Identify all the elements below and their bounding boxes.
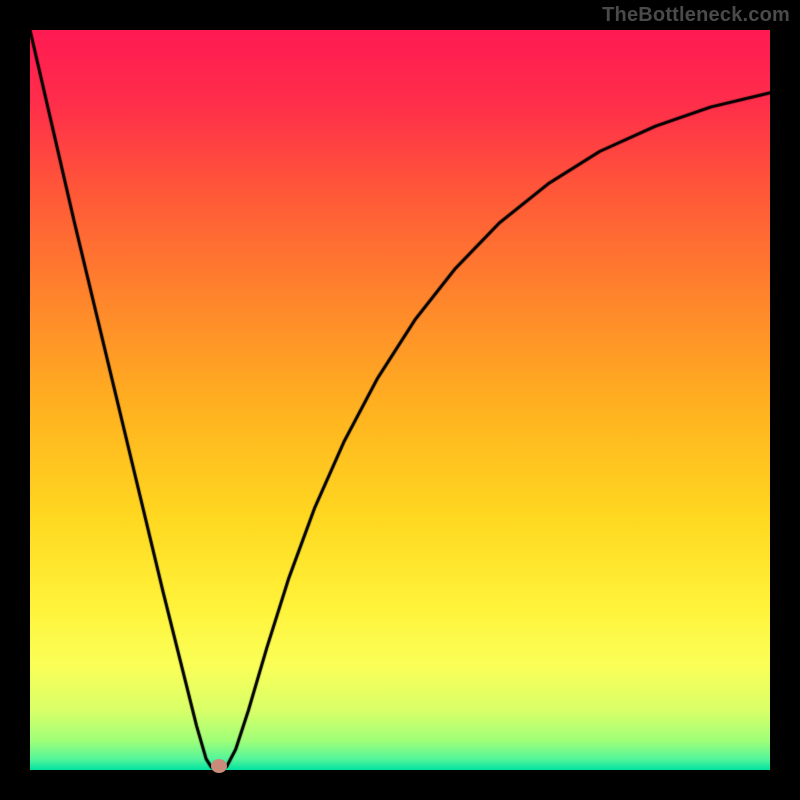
optimal-point-marker [211,759,227,773]
watermark-label: TheBottleneck.com [602,4,790,27]
plot-area [30,30,770,770]
bottleneck-curve [30,30,770,770]
chart-frame: TheBottleneck.com [0,0,800,800]
